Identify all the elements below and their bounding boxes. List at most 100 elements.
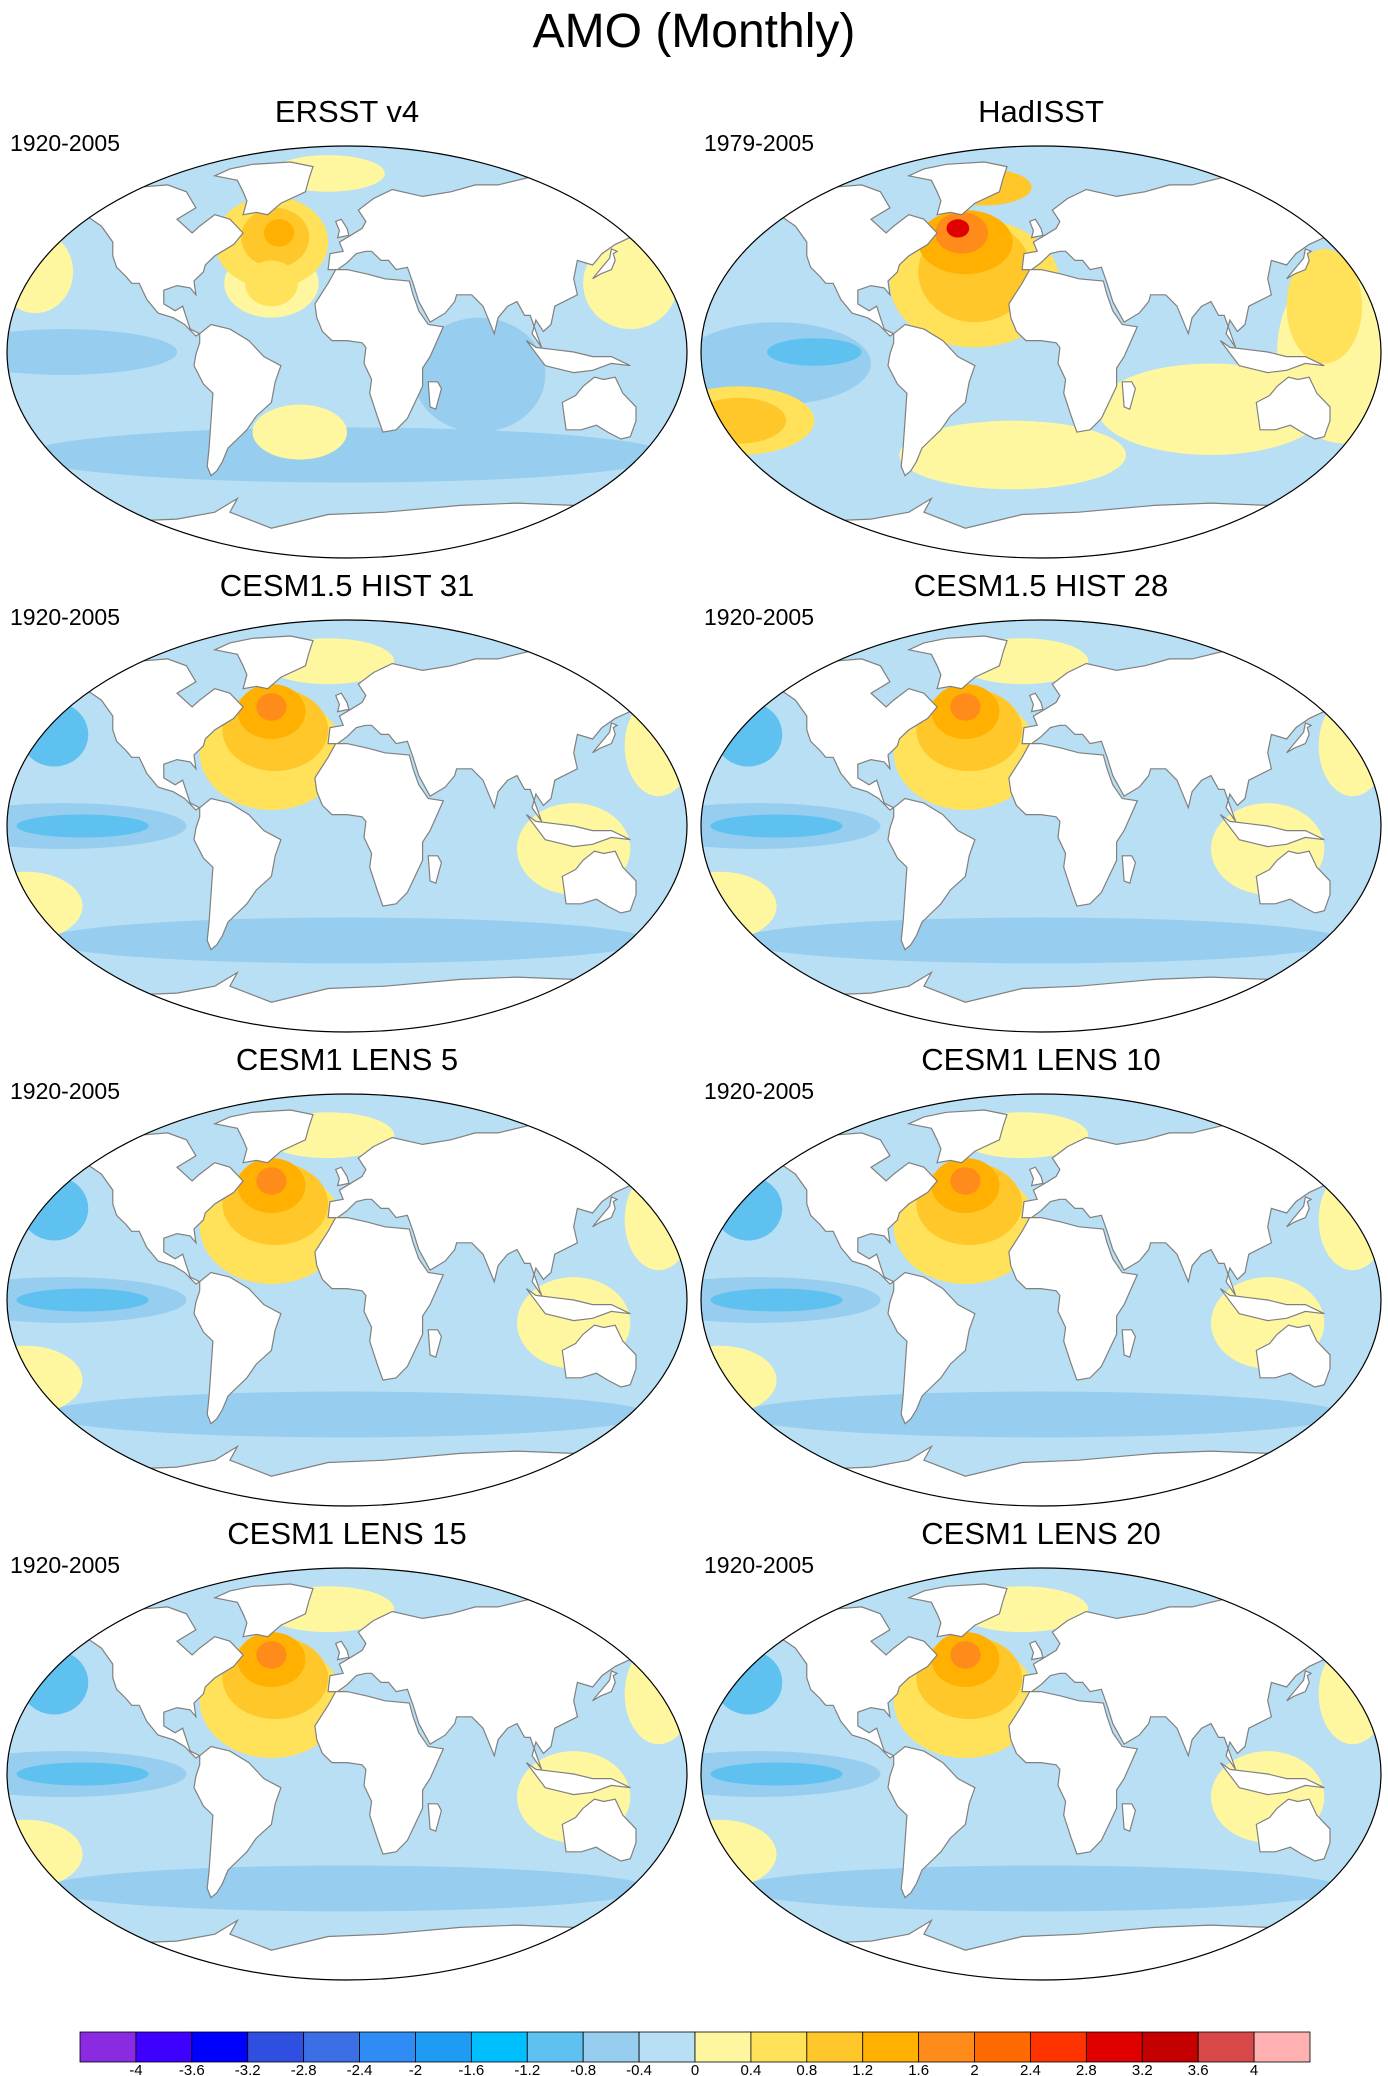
land-southAmerica [887,797,976,951]
land-greenland [212,635,314,690]
colorbar-label: -2.8 [291,2062,317,2076]
land-africa [1008,1217,1139,1381]
land-northAmerica [726,658,938,811]
land-australia [1255,1324,1331,1388]
colorbar-box [303,2031,360,2063]
land-eurasia [327,1597,687,1770]
land-greenland [212,1583,314,1638]
colorbar-box [79,2031,137,2063]
colorbar-box [135,2031,193,2063]
land-japan [1286,722,1313,754]
land-madagascar [1121,855,1137,885]
colorbar-box [750,2031,808,2063]
land-africa [314,1217,445,1381]
colorbar-label: -3.2 [235,2062,261,2076]
colorbar-label: -4 [129,2062,142,2076]
colorbar-box [191,2031,249,2063]
globe-outline [6,1567,688,1981]
globe-outline [6,619,688,1033]
globe-outline [700,145,1382,559]
globe-outline [6,1093,688,1507]
map-panel: ERSST v4 1920-2005 [0,94,694,568]
colorbar-box [1253,2031,1311,2063]
land-indonesia [525,814,631,848]
colorbar-label: 0.4 [740,2062,761,2076]
globe-outline [700,1567,1382,1981]
colorbar-box [359,2031,416,2063]
colorbar-label: -2 [409,2062,422,2076]
land-japan [592,1670,619,1702]
land-northAmerica [726,184,938,337]
land-britain [334,218,350,239]
land-eurasia [1021,649,1381,822]
land-madagascar [427,855,443,885]
globe-outline [6,145,688,559]
colorbar-box [582,2031,640,2063]
map-panel: HadISST 1979-2005 [694,94,1388,568]
land-indonesia [1219,1288,1325,1322]
colorbar-label: 2.4 [1020,2062,1041,2076]
land-eurasia [1021,175,1381,348]
land-australia [561,1324,637,1388]
panel-period: 1920-2005 [10,1552,120,1578]
colorbar-box [1030,2031,1087,2063]
land-northAmerica [32,1132,244,1285]
map-panel: CESM1 LENS 5 1920-2005 [0,1042,694,1516]
map-panel: CESM1.5 HIST 31 1920-2005 [0,568,694,1042]
land-eurasia [1021,1597,1381,1770]
land-southAmerica [887,323,976,477]
land-southAmerica [193,323,282,477]
land-madagascar [427,1803,443,1833]
land-australia [1255,376,1331,440]
land-britain [334,1640,350,1661]
land-japan [1286,1670,1313,1702]
map-panel: CESM1 LENS 15 1920-2005 [0,1516,694,1990]
panel-title: CESM1 LENS 10 [921,1042,1161,1077]
globe-outline [700,1093,1382,1507]
land-greenland [906,635,1008,690]
panel-title: CESM1 LENS 15 [227,1516,467,1551]
land-indonesia [1219,340,1325,374]
panel-period: 1920-2005 [704,604,814,630]
land-southAmerica [193,1271,282,1425]
colorbar-box [806,2031,864,2063]
sst-map [6,619,688,1033]
sst-map [6,1567,688,1981]
panel-title: CESM1.5 HIST 28 [913,568,1169,603]
land-africa [314,743,445,907]
land-eurasia [327,649,687,822]
land-indonesia [1219,814,1325,848]
panel-period: 1920-2005 [10,604,120,630]
colorbar: -4 -3.6 -3.2 -2.8 -2.4 -2 -1.6 -1.2 -0.8 -0.4 0 0.4… [79,2031,1311,2076]
land-madagascar [1121,381,1137,411]
colorbar-label: -1.2 [514,2062,540,2076]
land-greenland [906,1583,1008,1638]
panel-period: 1920-2005 [10,130,120,156]
colorbar-box [526,2031,584,2063]
land-africa [314,269,445,433]
land-eurasia [327,1123,687,1296]
colorbar-box [1197,2031,1255,2063]
colorbar-box [694,2031,752,2063]
colorbar-box [470,2031,528,2063]
colorbar-box [918,2031,975,2063]
sst-map [700,145,1382,559]
land-southAmerica [887,1745,976,1899]
panel-title: CESM1 LENS 5 [235,1042,459,1077]
panel-period: 1920-2005 [704,1552,814,1578]
colorbar-box [638,2031,696,2063]
colorbar-label: 3.2 [1132,2062,1153,2076]
land-britain [1028,692,1044,713]
land-eurasia [327,175,687,348]
panel-period: 1979-2005 [704,130,814,156]
map-panel: CESM1 LENS 20 1920-2005 [694,1516,1388,1990]
colorbar-label: 4 [1250,2062,1258,2076]
land-japan [1286,248,1313,280]
land-indonesia [525,340,631,374]
land-japan [1286,1196,1313,1228]
land-australia [561,376,637,440]
panel-title: HadISST [978,94,1104,129]
land-southAmerica [887,1271,976,1425]
land-eurasia [1021,1123,1381,1296]
colorbar-box [247,2031,305,2063]
